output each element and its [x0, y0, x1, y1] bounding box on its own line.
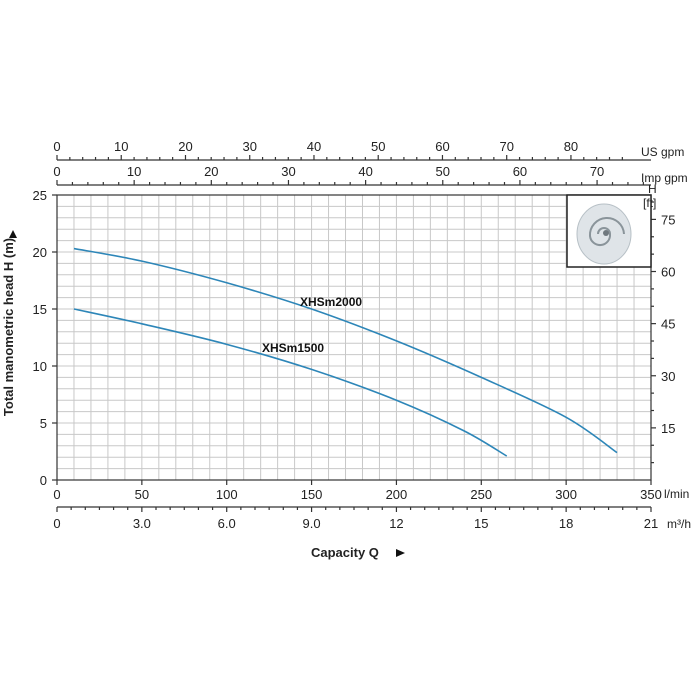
ft-tick-label: 30	[661, 369, 675, 384]
m3h-tick-label: 18	[559, 516, 573, 531]
axes	[52, 155, 656, 512]
y-tick-label: 25	[33, 188, 47, 203]
x-tick-label: 300	[555, 487, 577, 502]
us-gpm-tick-label: 20	[178, 139, 192, 154]
m3h-tick-label: 15	[474, 516, 488, 531]
curves	[73, 247, 618, 457]
series-line-xhsm2000	[73, 247, 618, 454]
us-gpm-tick-label: 80	[564, 139, 578, 154]
m3h-tick-label: 21	[644, 516, 658, 531]
us-gpm-tick-label: 10	[114, 139, 128, 154]
x-tick-label: 200	[386, 487, 408, 502]
us-gpm-tick-label: 0	[53, 139, 60, 154]
y-tick-label: 0	[40, 473, 47, 488]
x-axis-arrow-icon	[396, 549, 405, 557]
us-gpm-tick-label: 70	[499, 139, 513, 154]
ft-tick-label: 60	[661, 265, 675, 280]
grid	[57, 195, 651, 480]
x-tick-label: 100	[216, 487, 238, 502]
m3h-tick-label: 12	[389, 516, 403, 531]
imp-gpm-tick-label: 40	[358, 164, 372, 179]
imp-gpm-tick-label: 30	[281, 164, 295, 179]
m3h-tick-label: 0	[53, 516, 60, 531]
ft-unit-h: H	[648, 182, 657, 196]
ft-tick-label: 15	[661, 421, 675, 436]
y-tick-label: 20	[33, 245, 47, 260]
x-axis-title: Capacity Q	[311, 545, 379, 560]
m3h-tick-label: 3.0	[133, 516, 151, 531]
y-tick-label: 15	[33, 302, 47, 317]
imp-gpm-tick-label: 60	[513, 164, 527, 179]
ft-unit-ft: [ft]	[643, 196, 656, 210]
m3h-unit: m³/h	[667, 517, 691, 531]
us-gpm-unit: US gpm	[641, 145, 684, 159]
imp-gpm-tick-label: 50	[436, 164, 450, 179]
y-tick-label: 5	[40, 416, 47, 431]
ft-tick-label: 45	[661, 317, 675, 332]
m3h-tick-label: 6.0	[218, 516, 236, 531]
us-gpm-tick-label: 40	[307, 139, 321, 154]
y-tick-label: 10	[33, 359, 47, 374]
ft-tick-label: 75	[661, 212, 675, 227]
x-tick-label: 350	[640, 487, 662, 502]
us-gpm-tick-label: 30	[242, 139, 256, 154]
series-label-xhsm1500: XHSm1500	[262, 341, 324, 355]
us-gpm-tick-label: 50	[371, 139, 385, 154]
imp-gpm-tick-label: 70	[590, 164, 604, 179]
y-axis-arrow-icon	[9, 230, 17, 238]
m3h-tick-label: 9.0	[303, 516, 321, 531]
imp-gpm-tick-label: 10	[127, 164, 141, 179]
series-line-xhsm1500	[73, 308, 508, 457]
us-gpm-tick-label: 60	[435, 139, 449, 154]
imp-gpm-unit: Imp gpm	[641, 171, 688, 185]
imp-gpm-tick-label: 0	[53, 164, 60, 179]
impeller-inset	[566, 194, 652, 268]
x-tick-label: 50	[135, 487, 149, 502]
plot-frame	[56, 194, 652, 481]
x-tick-label: 150	[301, 487, 323, 502]
y-axis-title: Total manometric head H (m)	[1, 238, 16, 416]
x-tick-label: 250	[470, 487, 492, 502]
lmin-unit: l/min	[664, 487, 689, 501]
series-label-xhsm2000: XHSm2000	[300, 295, 362, 309]
imp-gpm-tick-label: 20	[204, 164, 218, 179]
x-tick-label: 0	[53, 487, 60, 502]
